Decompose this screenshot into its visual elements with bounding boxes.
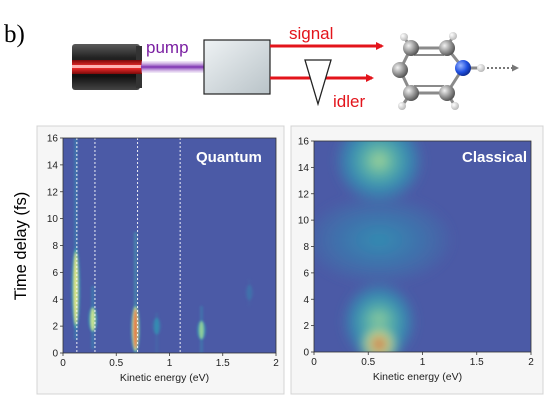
y-tick-label: 0 [52, 349, 58, 360]
laser-source-icon [72, 44, 142, 90]
y-tick-label: 6 [52, 268, 58, 279]
pump-label: pump [146, 38, 189, 57]
y-axis-label: Time delay (fs) [12, 192, 30, 301]
prism-icon [304, 59, 332, 107]
x-tick-label: 2 [528, 357, 534, 368]
x-tick-label: 2 [273, 358, 279, 369]
quantum-title: Quantum [196, 149, 262, 166]
quantum-peak [247, 284, 252, 301]
quantum-peak [133, 308, 138, 349]
x-tick-label: 1 [167, 358, 173, 369]
quantum-heatmap: Quantum [62, 137, 277, 354]
classical-heatmap: Classical [313, 140, 532, 353]
y-tick-label: 12 [47, 187, 59, 198]
signal-label: signal [289, 24, 333, 43]
y-tick-label: 2 [52, 322, 58, 333]
y-tick-label: 4 [303, 295, 309, 306]
classical-title: Classical [462, 149, 527, 166]
x-tick-label: 1.5 [216, 358, 230, 369]
quantum-peak [90, 307, 95, 331]
y-tick-label: 14 [298, 163, 310, 174]
y-tick-label: 16 [298, 137, 310, 148]
nonlinear-crystal-icon [203, 39, 271, 95]
classical-x-axis-label: Kinetic energy (eV) [373, 371, 462, 383]
x-tick-label: 1 [420, 357, 426, 368]
x-tick-label: 0.5 [109, 358, 123, 369]
y-tick-label: 4 [52, 295, 58, 306]
idler-label: idler [333, 92, 365, 111]
quantum-peak [154, 317, 159, 335]
x-tick-label: 1.5 [470, 357, 484, 368]
y-tick-label: 2 [303, 321, 309, 332]
x-tick-label: 0 [60, 358, 66, 369]
schematic: b) pump signal idler [4, 21, 519, 111]
x-tick-label: 0 [311, 357, 317, 368]
classical-blob [367, 232, 391, 248]
y-tick-label: 14 [47, 160, 59, 171]
panel-label: b) [4, 21, 25, 48]
x-tick-label: 0.5 [361, 357, 375, 368]
y-tick-label: 10 [47, 214, 59, 225]
y-tick-label: 8 [303, 242, 309, 253]
classical-blob [372, 153, 387, 168]
quantum-x-axis-label: Kinetic energy (eV) [120, 372, 209, 384]
y-tick-label: 6 [303, 268, 309, 279]
pyrrole-molecule-icon [392, 32, 519, 110]
y-tick-label: 0 [303, 348, 309, 359]
y-tick-label: 12 [298, 189, 310, 200]
quantum-streak [133, 232, 137, 353]
quantum-streak [74, 138, 78, 340]
pump-beam [141, 61, 204, 73]
y-tick-label: 16 [47, 134, 59, 145]
y-tick-label: 8 [52, 241, 58, 252]
quantum-peak [199, 321, 204, 339]
classical-blob [375, 340, 383, 348]
y-tick-label: 10 [298, 216, 310, 227]
